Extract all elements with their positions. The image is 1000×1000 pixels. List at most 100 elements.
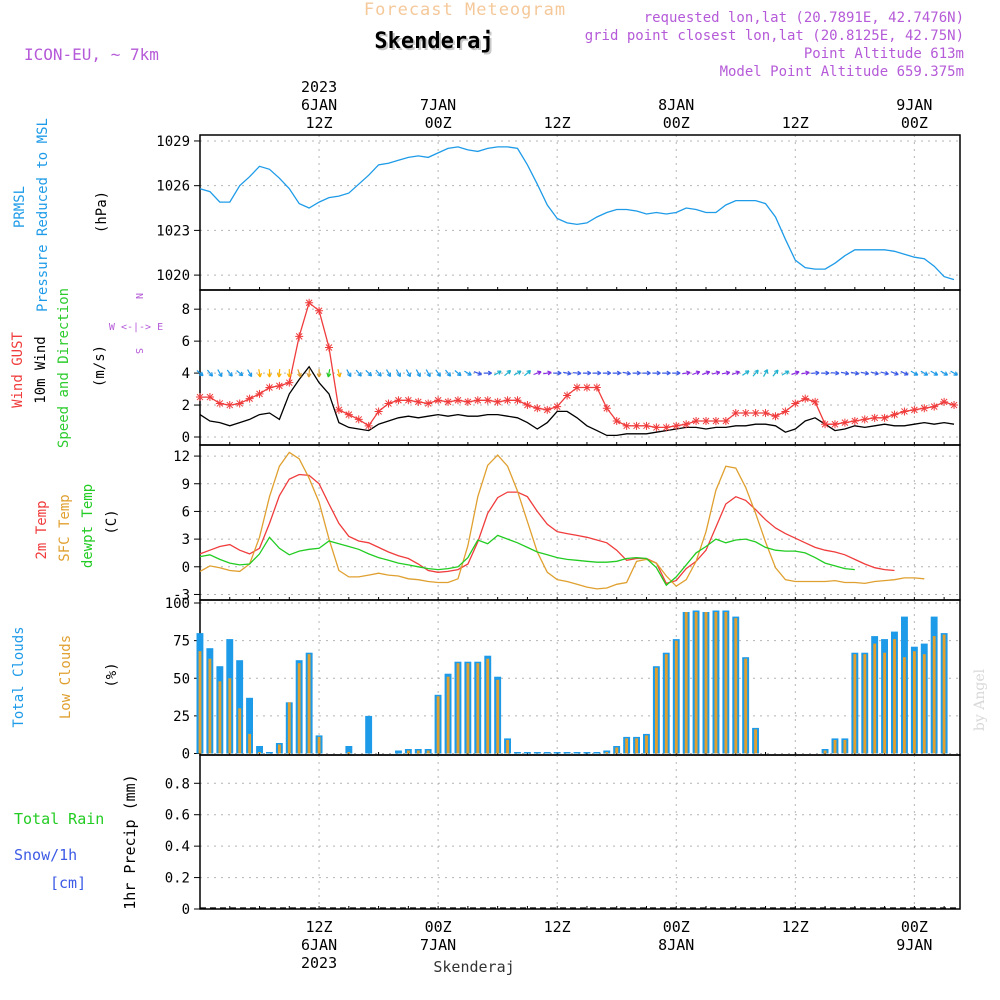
gust-marker — [781, 407, 790, 416]
wind-direction-arrow — [563, 370, 572, 376]
precip-ytick-label: 0.8 — [165, 776, 190, 792]
low-cloud-bar — [278, 744, 281, 754]
sfc-temp-label: SFC Temp — [57, 494, 73, 561]
wind-direction-arrow — [226, 369, 233, 377]
wind-direction-arrow — [752, 369, 759, 377]
temp2m-line — [199, 473, 895, 585]
location-title: Skenderaj — [374, 29, 493, 54]
gust-marker — [582, 383, 591, 392]
temperature-ytick-label: 9 — [182, 477, 190, 493]
wind-direction-arrow — [405, 369, 411, 378]
gust-marker — [632, 421, 641, 430]
gust-marker — [950, 401, 959, 410]
snow-unit-label: [cm] — [50, 874, 86, 892]
pressure-frame — [199, 134, 961, 291]
gust-marker — [414, 397, 423, 406]
top-time-label: 6JAN — [301, 96, 337, 114]
gust-marker — [205, 393, 214, 402]
top-time-label: 12Z — [782, 114, 809, 132]
gust-marker — [483, 396, 492, 405]
low-cloud-bar — [823, 750, 827, 754]
wind-direction-arrow — [336, 369, 342, 378]
low-cloud-bar — [704, 612, 708, 754]
wind-direction-arrow — [543, 370, 552, 376]
wind-direction-arrow — [365, 369, 373, 377]
wind-ytick-label: 2 — [182, 398, 190, 414]
wind-direction-arrow — [306, 369, 312, 378]
clouds-ytick-label: 100 — [165, 596, 190, 612]
gust-marker — [602, 404, 611, 413]
gust-marker — [721, 417, 730, 426]
low-cloud-bar — [426, 750, 430, 754]
gust-marker — [344, 410, 353, 419]
total-cloud-bar — [236, 660, 244, 754]
gust-marker — [642, 421, 651, 430]
pressure-ytick-label: 1020 — [156, 268, 190, 284]
wind-direction-arrow — [553, 370, 562, 376]
top-time-label: 00Z — [425, 114, 452, 132]
direction-label: Speed and Direction — [56, 288, 72, 448]
gust-marker — [612, 417, 621, 426]
wind-direction-arrow — [533, 370, 542, 376]
gust-marker — [682, 420, 691, 429]
gust-marker — [275, 381, 284, 390]
gust-marker — [255, 389, 264, 398]
wind-speed-line — [199, 365, 955, 437]
temperature-panel-labels: 2m Temp SFC Temp dewpt Temp (C) — [34, 484, 120, 568]
total-rain-label: Total Rain — [14, 810, 104, 828]
wind-direction-arrow — [445, 369, 452, 377]
precip-frame — [199, 754, 961, 910]
wind-panel-labels: Wind GUST 10m Wind Speed and Direction (… — [10, 288, 163, 448]
wind-direction-arrow — [940, 370, 949, 376]
pressure-line — [199, 146, 955, 281]
wind-direction-arrow — [682, 370, 691, 376]
pressure-ytick-label: 1026 — [156, 179, 190, 195]
wind-direction-arrow — [950, 370, 959, 376]
bottom-time-label: 2023 — [301, 954, 337, 972]
wind-direction-arrow — [217, 369, 223, 378]
low-cloud-bar — [714, 612, 718, 754]
wind-ytick-label: 4 — [182, 366, 190, 382]
wind-direction-arrow — [454, 370, 462, 377]
gust-marker — [235, 399, 244, 408]
bottom-time-label: 12Z — [306, 918, 333, 936]
low-cloud-bar — [208, 658, 212, 754]
precip-panel-labels: Total Rain Snow/1h [cm] 1hr Precip (mm) — [14, 774, 139, 909]
low-cloud-bar — [913, 651, 916, 754]
gust-marker — [860, 415, 869, 424]
gust-marker — [334, 405, 343, 414]
low-cloud-bar — [635, 738, 638, 754]
wind-direction-arrow — [742, 370, 750, 376]
compass-south: S — [133, 348, 144, 354]
gust-marker — [811, 397, 820, 406]
wind-direction-arrow — [483, 370, 492, 376]
wind-direction-arrow — [236, 370, 244, 377]
low-cloud-bar — [754, 729, 757, 754]
wind-direction-arrow — [811, 370, 820, 376]
low-cloud-bar — [744, 658, 748, 754]
dewpt-line — [199, 534, 855, 587]
total-cloud-bar — [553, 752, 561, 754]
clouds-ytick-label: 50 — [173, 671, 190, 687]
low-cloud-bar — [674, 640, 678, 754]
gust-marker — [771, 412, 780, 421]
gust-marker — [503, 396, 512, 405]
wind-direction-arrow — [762, 369, 769, 377]
gust-marker — [692, 417, 701, 426]
gust-marker — [592, 383, 601, 392]
precip-ytick-label: 0.2 — [165, 871, 190, 887]
gust-marker — [374, 407, 383, 416]
top-time-label: 9JAN — [896, 96, 932, 114]
top-time-label: 2023 — [301, 78, 337, 96]
gust-marker — [850, 417, 859, 426]
total-cloud-bar — [266, 752, 273, 754]
gust-marker — [920, 404, 929, 413]
total-clouds-label: Total Clouds — [11, 626, 27, 727]
low-cloud-bar — [238, 708, 242, 754]
bottom-time-label: 00Z — [901, 918, 928, 936]
wind-direction-arrow — [276, 369, 282, 378]
wind-direction-arrow — [920, 370, 929, 376]
total-cloud-bar — [246, 697, 253, 754]
wind-direction-arrow — [622, 370, 631, 376]
wind-direction-arrow — [524, 369, 532, 377]
